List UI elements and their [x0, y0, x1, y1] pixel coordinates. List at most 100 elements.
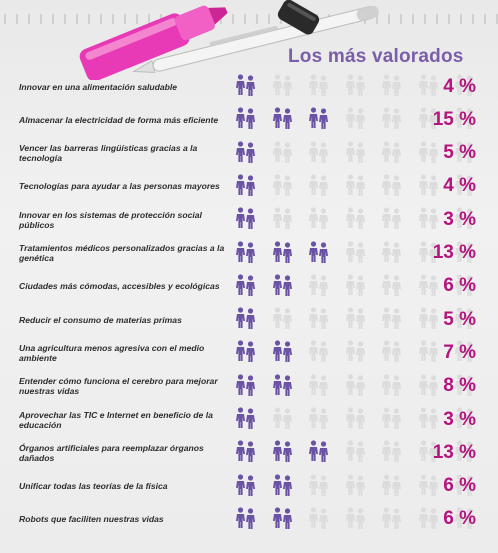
table-row: Robots que faciliten nuestras vidas 6 % — [0, 503, 498, 536]
person-pair-icon-empty — [307, 307, 331, 331]
person-pair-icon-empty — [417, 473, 441, 498]
person-pair-icon-empty — [344, 207, 368, 231]
person-pair-icon-empty — [453, 74, 477, 98]
person-pair-icon-filled — [234, 174, 258, 198]
person-pair-icon-empty — [453, 107, 477, 131]
table-row: Tecnologías para ayudar a las personas m… — [0, 170, 498, 203]
person-pair-icon-empty — [417, 274, 441, 298]
person-pair-icon-empty — [344, 240, 368, 265]
chart-title: Los más valorados — [288, 46, 464, 67]
percent-value: 4 % — [443, 75, 476, 97]
person-pair-icon-empty — [307, 274, 331, 298]
table-row: Unificar todas las teorías de la física 6… — [0, 470, 498, 503]
person-pair-icon-empty — [380, 340, 404, 364]
person-pair-icon-empty — [271, 407, 295, 431]
person-pair-icon-empty — [417, 507, 441, 531]
figure-row — [234, 340, 474, 366]
figure-row — [234, 440, 474, 466]
person-pair-icon-empty — [453, 340, 477, 364]
person-pair-icon-filled — [234, 207, 258, 231]
person-pair-icon-filled — [234, 407, 258, 431]
person-pair-icon-empty — [380, 507, 404, 531]
person-pair-icon-filled — [234, 107, 258, 131]
person-pair-icon-filled — [234, 274, 258, 298]
percent-value: 15 % — [432, 108, 476, 130]
person-pair-icon-empty — [417, 74, 441, 98]
person-pair-icon-empty — [344, 440, 368, 464]
figure-row — [234, 307, 474, 333]
figure-row — [234, 374, 474, 400]
person-pair-icon-empty — [344, 140, 368, 165]
person-pair-icon-empty — [417, 340, 441, 364]
table-row: Innovar en una alimentación saludable 4 % — [0, 70, 498, 103]
table-row: Reducir el consumo de materias primas 5 % — [0, 303, 498, 336]
row-label: Órganos artificiales para reemplazar órg… — [19, 442, 204, 463]
person-pair-icon-empty — [307, 74, 331, 98]
figure-row — [234, 140, 474, 167]
person-pair-icon-empty — [271, 140, 295, 165]
person-pair-icon-empty — [380, 407, 404, 431]
notebook-spiral — [0, 14, 498, 24]
person-pair-icon-empty — [271, 74, 295, 98]
person-pair-icon-empty — [307, 374, 331, 398]
person-pair-icon-empty — [453, 407, 477, 431]
stationery-decoration — [79, 0, 379, 80]
row-label: Reducir el consumo de materias primas — [19, 314, 182, 325]
row-label: Ciudades más cómodas, accesibles y ecoló… — [19, 281, 220, 292]
person-pair-icon-empty — [453, 140, 477, 165]
person-pair-icon-empty — [380, 473, 404, 498]
table-row: Órganos artificiales para reemplazar órg… — [0, 436, 498, 469]
person-pair-icon-empty — [307, 407, 331, 431]
person-pair-icon-empty — [307, 507, 331, 531]
person-pair-icon-empty — [380, 107, 404, 131]
figure-row — [234, 207, 474, 233]
person-pair-icon-empty — [453, 174, 477, 198]
pink-highlighter-icon — [79, 5, 228, 80]
person-pair-icon-empty — [344, 407, 368, 431]
person-pair-icon-filled — [234, 140, 258, 165]
person-pair-icon-empty — [380, 374, 404, 398]
table-row: Innovar en los sistemas de protección so… — [0, 203, 498, 236]
percent-value: 3 % — [443, 408, 476, 430]
person-pair-icon-empty — [344, 274, 368, 298]
person-pair-icon-filled — [234, 507, 258, 531]
person-pair-icon-empty — [344, 473, 368, 498]
person-pair-icon-empty — [380, 207, 404, 231]
person-pair-icon-filled — [271, 107, 295, 131]
table-row: Tratamientos médicos personalizados grac… — [0, 237, 498, 270]
person-pair-icon-empty — [271, 174, 295, 198]
person-pair-icon-empty — [380, 240, 404, 265]
person-pair-icon-empty — [271, 207, 295, 231]
percent-value: 8 % — [443, 375, 476, 397]
figure-row — [234, 473, 474, 500]
row-label: Aprovechar las TIC e Internet en benefic… — [19, 409, 213, 430]
table-row: Vencer las barreras lingüísticas gracias… — [0, 137, 498, 170]
row-label: Unificar todas las teorías de la física — [19, 481, 168, 492]
percent-value: 5 % — [443, 308, 476, 330]
person-pair-icon-empty — [453, 473, 477, 498]
person-pair-icon-filled — [271, 340, 295, 364]
percent-value: 3 % — [443, 208, 476, 230]
person-pair-icon-filled — [271, 240, 295, 265]
person-pair-icon-empty — [307, 473, 331, 498]
figure-row — [234, 274, 474, 300]
percent-value: 6 % — [443, 275, 476, 297]
person-pair-icon-empty — [380, 174, 404, 198]
person-pair-icon-empty — [417, 374, 441, 398]
person-pair-icon-filled — [271, 374, 295, 398]
row-label: Una agricultura menos agresiva con el me… — [19, 342, 205, 363]
person-pair-icon-empty — [344, 174, 368, 198]
person-pair-icon-empty — [344, 340, 368, 364]
percent-value: 4 % — [443, 175, 476, 197]
person-pair-icon-empty — [417, 240, 441, 265]
person-pair-icon-filled — [271, 274, 295, 298]
person-pair-icon-empty — [417, 174, 441, 198]
row-label: Entender cómo funciona el cerebro para m… — [19, 376, 218, 397]
person-pair-icon-empty — [453, 207, 477, 231]
row-label: Vencer las barreras lingüísticas gracias… — [19, 143, 198, 164]
person-pair-icon-empty — [344, 507, 368, 531]
figure-row — [234, 174, 474, 200]
person-pair-icon-empty — [307, 340, 331, 364]
person-pair-icon-empty — [380, 274, 404, 298]
